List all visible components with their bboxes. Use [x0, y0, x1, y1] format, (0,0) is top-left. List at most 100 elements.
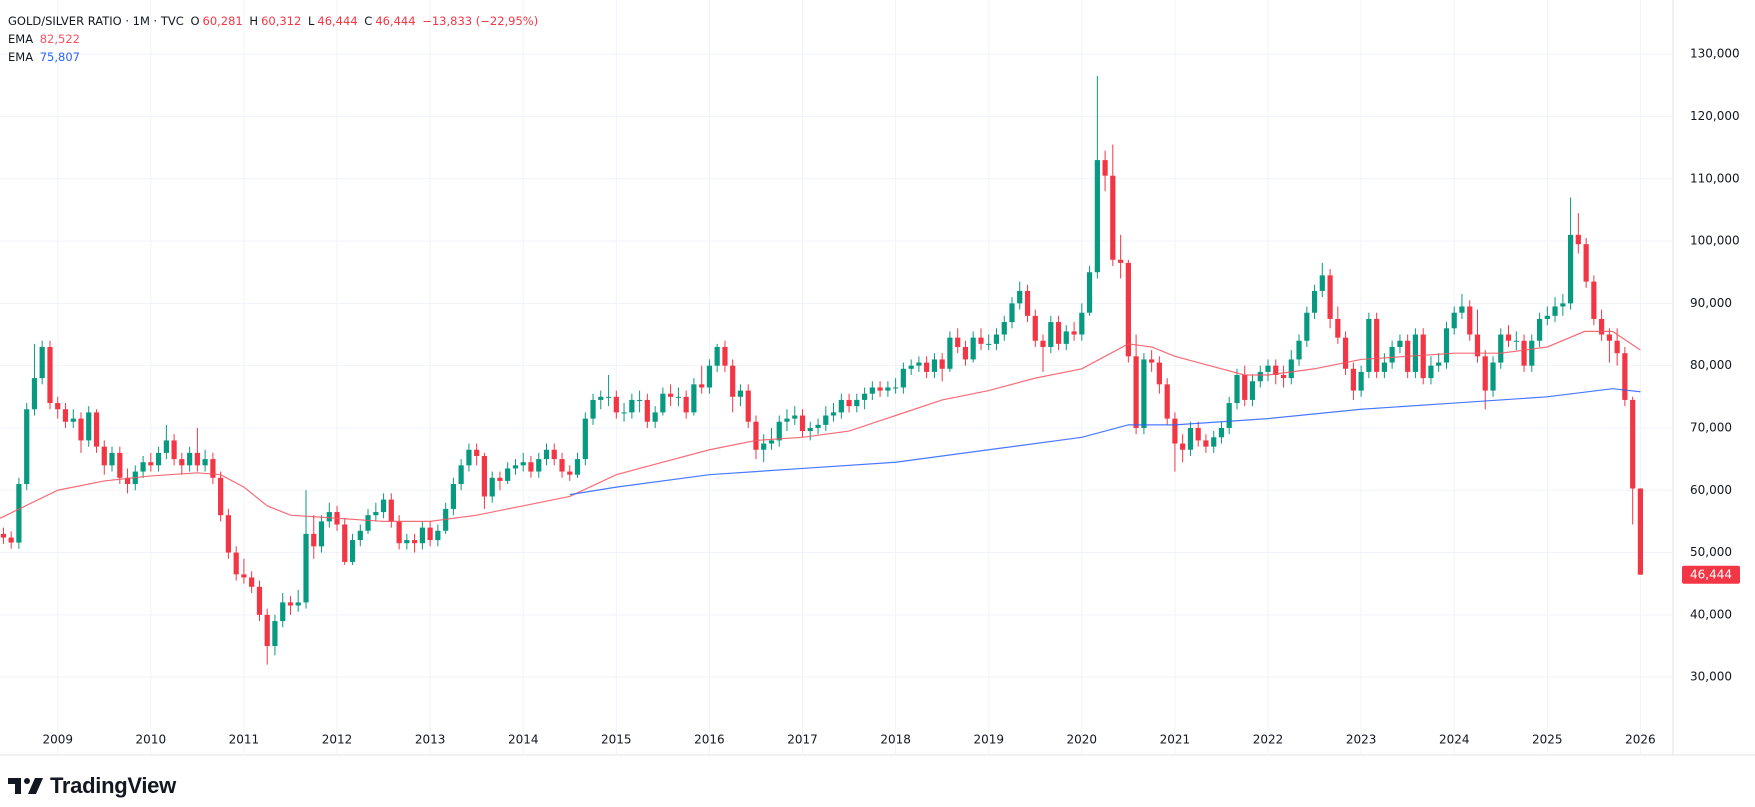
candle-body	[916, 362, 922, 366]
candle-body	[1451, 312, 1457, 329]
candle-body	[636, 399, 643, 401]
candle-body	[489, 477, 495, 497]
candle-body	[1164, 384, 1170, 419]
candle-body	[450, 484, 456, 509]
x-tick-label: 2012	[322, 733, 353, 747]
y-tick-label: 120,000	[1690, 109, 1740, 123]
legend-row: EMA 82,522	[8, 30, 541, 48]
ohlc-value: 46,444	[317, 14, 358, 28]
ohlc-key: H	[249, 14, 259, 28]
candle-body	[598, 396, 604, 400]
candle-body	[1591, 281, 1597, 319]
candle-body	[1350, 368, 1356, 391]
candle-body	[1311, 290, 1318, 313]
candle-body	[458, 465, 464, 485]
x-tick-label: 2020	[1067, 733, 1098, 747]
x-tick-label: 2015	[601, 733, 632, 747]
candle-body	[528, 462, 534, 472]
x-tick-label: 2016	[694, 733, 725, 747]
candle-body	[1001, 322, 1007, 335]
candle-body	[249, 577, 255, 587]
candle-body	[947, 337, 953, 369]
logo-icon	[8, 778, 43, 794]
candle-body	[1342, 337, 1349, 369]
candle-body	[419, 527, 425, 544]
marks	[0, 75, 1644, 665]
candle-body	[1110, 175, 1116, 260]
candle-body	[877, 387, 883, 391]
candle-body	[70, 418, 76, 422]
candle-body	[342, 524, 348, 562]
candle-body	[1032, 315, 1038, 341]
candle-body	[1474, 334, 1481, 357]
candle-body	[1296, 340, 1302, 360]
candle-body	[1358, 371, 1364, 391]
candle-body	[1249, 381, 1256, 400]
candle-body	[1063, 331, 1069, 344]
candle-body	[474, 449, 480, 456]
candle-body	[792, 415, 798, 419]
candle-body	[163, 440, 169, 453]
candle-body	[318, 521, 325, 547]
candle-body	[838, 399, 844, 413]
candle-body	[311, 533, 317, 547]
candle-body	[574, 459, 581, 475]
candle-body	[1335, 318, 1341, 338]
candle-body	[1490, 362, 1496, 391]
candle-body	[466, 449, 472, 466]
candle-body	[753, 421, 759, 450]
candle-body	[93, 412, 100, 447]
y-tick-label: 40,000	[1690, 607, 1732, 621]
candle-body	[1288, 359, 1294, 379]
candle-body	[1211, 437, 1217, 447]
candle-body	[62, 409, 69, 422]
candle-body	[931, 359, 938, 372]
candle-body	[1544, 315, 1550, 319]
candle-body	[1420, 334, 1426, 379]
y-tick-label: 60,000	[1690, 483, 1732, 497]
candle-body	[0, 533, 7, 538]
candle-body	[1637, 488, 1644, 575]
x-tick-label: 2018	[880, 733, 911, 747]
candle-body	[776, 421, 782, 441]
candle-body	[140, 462, 146, 472]
candle-body	[303, 533, 309, 603]
candle-body	[1024, 290, 1031, 316]
candle-body	[47, 346, 53, 404]
candle-body	[357, 530, 363, 541]
y-tick-label: 130,000	[1690, 47, 1740, 61]
candle-body	[39, 346, 45, 379]
candle-body	[287, 602, 294, 606]
y-tick-label: 30,000	[1690, 670, 1732, 684]
candle-body	[187, 452, 193, 466]
ema-line	[569, 388, 1641, 496]
ohlc-value: 46,444	[375, 14, 416, 28]
candle-body	[109, 452, 115, 466]
candle-body	[202, 459, 208, 466]
x-tick-label: 2023	[1346, 733, 1377, 747]
candle-body	[1125, 262, 1131, 357]
candle-body	[179, 459, 185, 466]
candle-body	[280, 602, 286, 622]
candle-body	[373, 512, 379, 516]
candle-body	[1389, 346, 1395, 363]
legend-value: 75,807	[39, 50, 80, 64]
candle-body	[1319, 275, 1325, 291]
candle-body	[970, 337, 976, 360]
candle-body	[481, 455, 487, 497]
candle-body	[1242, 375, 1248, 400]
x-tick-label: 2011	[229, 733, 260, 747]
candle-body	[396, 521, 402, 544]
candle-body	[815, 424, 821, 428]
y-tick-label: 100,000	[1690, 234, 1740, 248]
ohlc-key: L	[307, 14, 315, 28]
candle-body	[1273, 365, 1279, 376]
candle-body	[427, 527, 433, 541]
price-tag	[1682, 565, 1740, 584]
candle-body	[1575, 234, 1581, 245]
candle-body	[435, 530, 441, 541]
candle-body	[1218, 427, 1225, 438]
candle-body	[272, 621, 278, 646]
candle-body	[893, 387, 899, 389]
candle-body	[218, 477, 224, 516]
